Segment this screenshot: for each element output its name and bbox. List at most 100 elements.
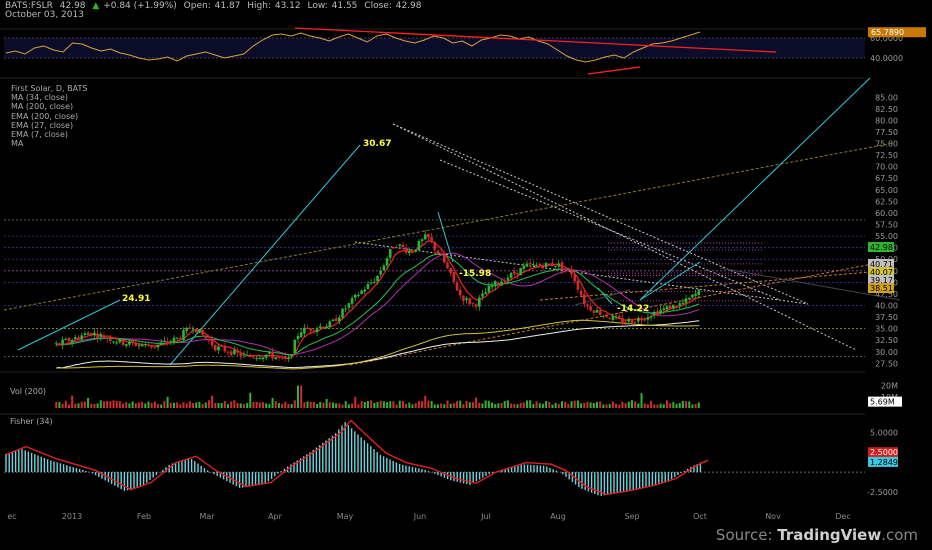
candle-body bbox=[280, 356, 284, 358]
x-tick-label: Nov bbox=[765, 512, 781, 521]
volume-bar bbox=[576, 400, 579, 408]
candle-body bbox=[395, 246, 398, 248]
volume-bar bbox=[300, 385, 303, 408]
volume-label[interactable]: Vol (200) bbox=[10, 387, 47, 396]
candle-body bbox=[522, 266, 526, 269]
candle-body bbox=[532, 264, 535, 266]
volume-bar bbox=[303, 402, 306, 408]
volume-bar bbox=[487, 400, 490, 408]
volume-bar bbox=[312, 401, 315, 408]
move-measure-line bbox=[169, 144, 361, 366]
candle-body bbox=[67, 337, 71, 342]
volume-bar bbox=[456, 401, 459, 408]
candle-body bbox=[586, 304, 589, 307]
x-tick-label: May bbox=[337, 512, 354, 521]
candle-body bbox=[194, 329, 198, 333]
volume-bar bbox=[211, 395, 214, 408]
volume-bar bbox=[147, 401, 150, 408]
candle-body bbox=[411, 251, 414, 253]
candle-body bbox=[417, 240, 421, 251]
volume-bar bbox=[376, 402, 379, 408]
source-watermark[interactable]: Source: TradingView.com bbox=[716, 526, 918, 544]
legend-item[interactable]: EMA (7, close) bbox=[11, 130, 68, 140]
volume-bar bbox=[433, 404, 436, 408]
volume-bar bbox=[150, 403, 153, 408]
candle-body bbox=[694, 293, 697, 296]
volume-bar bbox=[506, 400, 509, 408]
volume-bar bbox=[176, 402, 179, 408]
candle-body bbox=[656, 311, 659, 315]
volume-bar bbox=[675, 404, 678, 408]
fisher-tag-label: 1.2849 bbox=[870, 458, 898, 467]
volume-bar bbox=[284, 401, 287, 408]
volume-bar bbox=[484, 400, 487, 408]
legend-item[interactable]: MA (34, close) bbox=[11, 93, 69, 103]
candle-body bbox=[210, 339, 214, 346]
volume-bar bbox=[659, 403, 662, 408]
candle-body bbox=[93, 332, 96, 336]
volume-bar bbox=[296, 385, 299, 408]
y-tick-label: 77.50 bbox=[875, 128, 898, 137]
volume-bar bbox=[137, 402, 140, 408]
candle-body bbox=[201, 329, 204, 335]
candle-body bbox=[191, 329, 195, 331]
candle-body bbox=[344, 308, 348, 310]
ma200-line bbox=[56, 320, 700, 369]
volume-bar bbox=[268, 404, 271, 408]
downtrend-line bbox=[439, 159, 781, 301]
volume-bar bbox=[481, 403, 484, 408]
legend-item[interactable]: EMA (27, close) bbox=[11, 120, 74, 130]
legend-item[interactable]: MA bbox=[11, 139, 24, 149]
candle-body bbox=[404, 247, 408, 253]
candle-body bbox=[293, 339, 297, 354]
volume-bar bbox=[77, 403, 80, 408]
volume-bar bbox=[602, 404, 605, 408]
volume-bar bbox=[160, 404, 163, 408]
ema200-line bbox=[56, 319, 700, 370]
candle-body bbox=[137, 344, 141, 346]
symbol-name[interactable]: BATS:FSLR bbox=[5, 1, 53, 11]
volume-bar bbox=[392, 401, 395, 408]
candle-body bbox=[541, 265, 545, 269]
candle-body bbox=[506, 277, 510, 281]
volume-bar bbox=[163, 400, 166, 408]
candle-body bbox=[668, 305, 672, 310]
price-tag-label: 40.07 bbox=[870, 268, 893, 277]
legend-item[interactable]: EMA (200, close) bbox=[11, 111, 79, 121]
candle-body bbox=[252, 357, 255, 359]
price-change: +0.84 (+1.99%) bbox=[103, 1, 177, 11]
candle-body bbox=[563, 268, 567, 270]
legend-item[interactable]: MA (200, close) bbox=[11, 102, 74, 112]
rsi-trendline bbox=[587, 66, 641, 75]
volume-bar bbox=[331, 402, 334, 408]
volume-bar bbox=[71, 395, 74, 408]
volume-bar bbox=[535, 401, 538, 408]
candle-body bbox=[691, 294, 694, 298]
candle-body bbox=[166, 341, 169, 343]
volume-bar bbox=[519, 402, 522, 408]
x-tick-label: 2013 bbox=[62, 512, 82, 521]
long-trend-line bbox=[349, 259, 894, 366]
legend-title[interactable]: First Solar, D, BATS bbox=[11, 84, 88, 93]
candle-body bbox=[147, 345, 150, 347]
rsi-trendline bbox=[294, 27, 777, 53]
ema7-line bbox=[56, 240, 700, 360]
candle-body bbox=[220, 345, 223, 347]
candle-body bbox=[649, 316, 653, 318]
volume-bar bbox=[500, 402, 503, 408]
open-value: 41.87 bbox=[214, 1, 241, 11]
fisher-label[interactable]: Fisher (34) bbox=[10, 417, 53, 426]
long-trend-line bbox=[539, 269, 894, 301]
volume-bar bbox=[306, 401, 309, 408]
volume-bar bbox=[573, 400, 576, 408]
candle-body bbox=[325, 326, 328, 329]
volume-bar bbox=[459, 400, 462, 408]
candle-body bbox=[366, 283, 370, 289]
candle-body bbox=[175, 337, 179, 339]
volume-bar bbox=[55, 401, 58, 408]
volume-bar bbox=[335, 403, 338, 408]
price-tag-label: 39.17 bbox=[870, 276, 893, 285]
y-tick-label: 72.50 bbox=[875, 151, 898, 160]
